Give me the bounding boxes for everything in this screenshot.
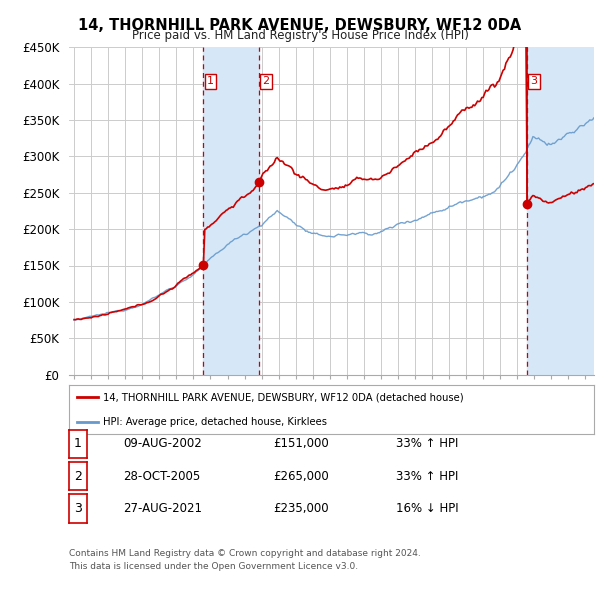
Text: 09-AUG-2002: 09-AUG-2002 [123, 437, 202, 450]
Text: 33% ↑ HPI: 33% ↑ HPI [396, 470, 458, 483]
Text: £151,000: £151,000 [273, 437, 329, 450]
Text: £265,000: £265,000 [273, 470, 329, 483]
Bar [527, 47, 595, 375]
Text: 3: 3 [530, 76, 538, 86]
Text: 3: 3 [74, 502, 82, 515]
Bar [203, 47, 259, 375]
Text: Contains HM Land Registry data © Crown copyright and database right 2024.: Contains HM Land Registry data © Crown c… [69, 549, 421, 558]
Text: 1: 1 [207, 76, 214, 86]
Text: Price paid vs. HM Land Registry's House Price Index (HPI): Price paid vs. HM Land Registry's House … [131, 30, 469, 42]
Text: £235,000: £235,000 [273, 502, 329, 515]
Text: 1: 1 [74, 437, 82, 450]
Text: This data is licensed under the Open Government Licence v3.0.: This data is licensed under the Open Gov… [69, 562, 358, 571]
Text: 2: 2 [74, 470, 82, 483]
Text: 28-OCT-2005: 28-OCT-2005 [123, 470, 200, 483]
Text: HPI: Average price, detached house, Kirklees: HPI: Average price, detached house, Kirk… [103, 417, 327, 427]
Text: 14, THORNHILL PARK AVENUE, DEWSBURY, WF12 0DA (detached house): 14, THORNHILL PARK AVENUE, DEWSBURY, WF1… [103, 392, 464, 402]
Text: 16% ↓ HPI: 16% ↓ HPI [396, 502, 458, 515]
Text: 2: 2 [262, 76, 269, 86]
Text: 33% ↑ HPI: 33% ↑ HPI [396, 437, 458, 450]
Text: 27-AUG-2021: 27-AUG-2021 [123, 502, 202, 515]
Text: 14, THORNHILL PARK AVENUE, DEWSBURY, WF12 0DA: 14, THORNHILL PARK AVENUE, DEWSBURY, WF1… [79, 18, 521, 32]
